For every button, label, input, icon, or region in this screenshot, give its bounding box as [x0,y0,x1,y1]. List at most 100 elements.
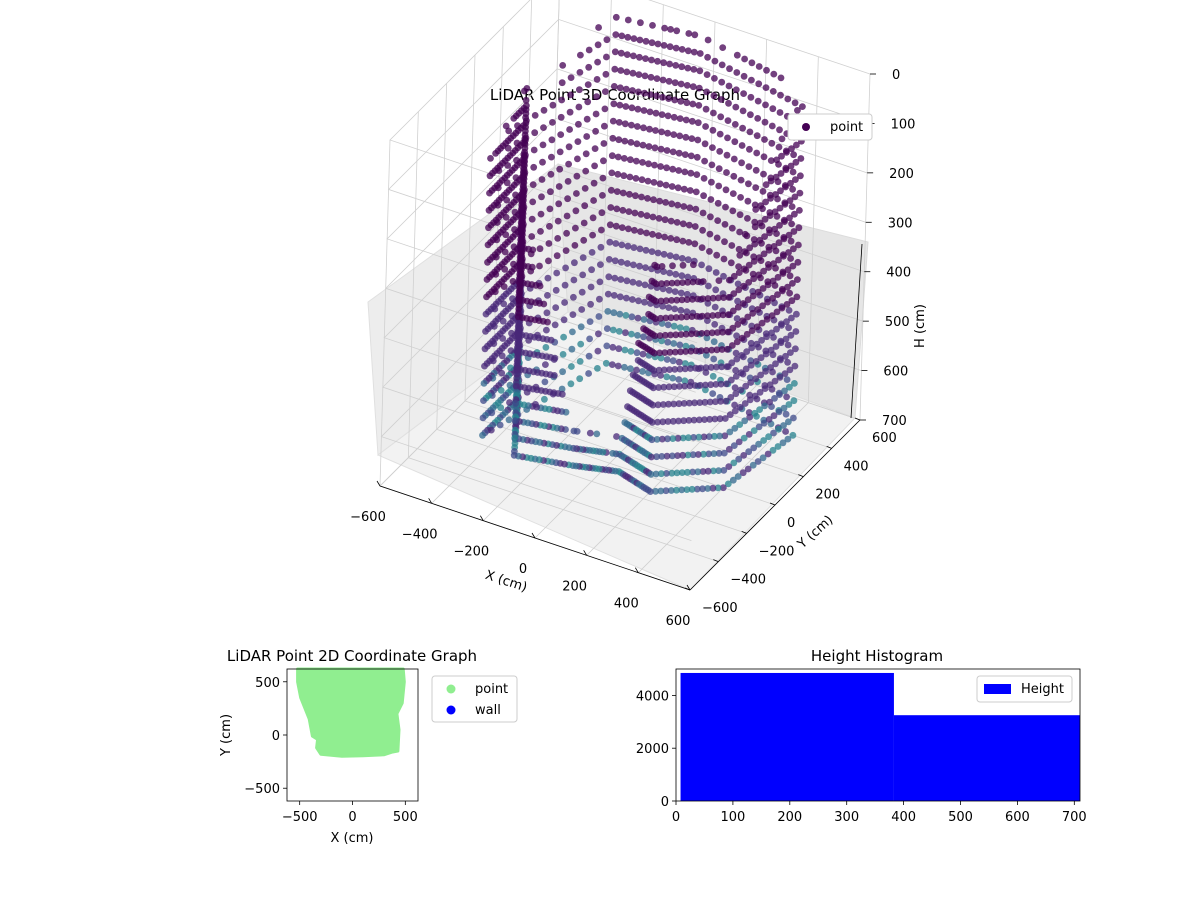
point-3d [543,309,551,317]
point-3d [759,302,766,310]
point-3d [758,319,766,327]
point-3d [791,210,798,218]
point-3d [665,77,673,85]
point-3d [712,269,720,276]
point-3d [566,126,573,133]
point-3d [657,297,665,305]
point-3d [660,59,667,67]
point-3d [659,401,667,408]
point-3d [673,469,681,477]
point-3d [747,361,755,369]
point-3d [515,296,523,303]
point-3d [516,261,524,269]
point-3d [681,168,689,176]
point-3d [650,384,657,392]
point-3d [704,295,712,302]
point-3d [765,416,773,423]
point-3d [700,450,707,458]
point-3d [700,175,708,182]
point-3d [606,238,614,246]
point-3d [652,127,659,134]
point-3d [733,69,741,76]
point-3d [564,195,571,203]
point-3d [724,134,731,142]
point-3d [764,281,772,289]
point-3d [559,351,567,358]
point-3d [635,71,643,78]
point-3d [788,314,795,322]
point-3d [661,349,669,356]
point-3d [618,224,626,232]
point-3d [640,124,647,132]
point-3d [600,140,608,147]
point-3d [616,84,624,92]
point-3d [514,330,522,338]
point-3d [701,398,709,406]
point-3d [648,39,656,47]
legend-2d-wall-label: wall [475,703,501,718]
y-tick-3d [713,559,719,563]
point-3d [677,80,685,88]
point-3d [569,311,577,318]
point-3d [784,341,792,349]
point-3d [789,168,797,176]
point-3d [507,347,515,354]
point-3d [751,240,759,248]
point-3d [739,107,747,115]
point-3d [511,417,519,425]
grid-3d [379,0,871,591]
point-3d [676,324,684,331]
point-3d [783,393,790,401]
point-3d [718,78,726,86]
point-3d [652,315,659,322]
point-3d [610,292,618,299]
point-3d [672,44,680,52]
y-tick-label-2d: 0 [272,729,280,744]
point-3d [498,369,506,377]
point-3d [683,313,691,321]
point-3d [575,103,583,111]
point-3d [780,252,787,260]
point-3d [592,110,600,118]
point-3d [728,224,736,232]
point-3d [637,19,644,27]
point-3d [790,245,797,253]
point-3d [653,263,661,271]
point-3d [631,226,638,234]
point-3d [624,242,632,250]
point-3d [787,237,795,245]
point-3d [725,276,733,284]
point-3d [588,249,596,256]
point-3d [546,205,554,213]
y-tick-label-hist: 2000 [636,742,669,757]
point-3d [660,268,667,275]
point-3d [594,58,601,66]
point-3d [576,69,584,76]
point-3d [657,487,665,495]
point-3d [561,299,568,306]
point-3d [702,105,710,113]
point-3d [578,306,586,313]
legend-3d: point [787,113,873,141]
point-3d [777,74,785,82]
point-3d [757,202,765,210]
point-3d [658,453,666,460]
y-tick-label-3d: 400 [844,459,869,474]
point-3d [660,366,668,374]
point-3d [630,35,638,42]
x-tick-label-3d: 600 [666,614,691,629]
legend-3d-label: point [830,120,863,135]
h-tick-label-3d: 500 [885,315,910,330]
point-3d [770,260,777,268]
point-3d [789,280,796,287]
point-3d [603,342,611,350]
point-3d [557,113,565,121]
point-3d [690,434,697,441]
point-3d [647,488,654,495]
point-3d [548,136,556,144]
point-3d [563,229,570,237]
point-3d [752,206,760,213]
point-3d [651,144,659,152]
point-3d [701,140,709,148]
point-3d [683,308,691,315]
